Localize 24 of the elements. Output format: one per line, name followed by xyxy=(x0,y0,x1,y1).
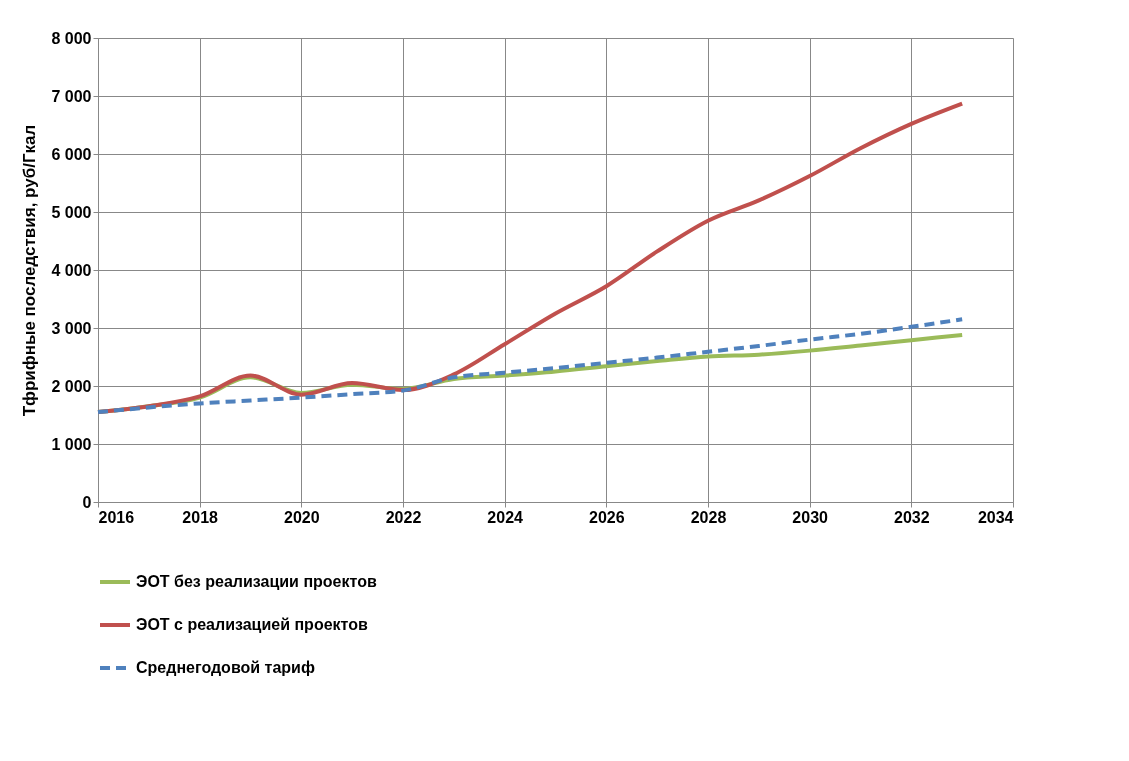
y-tick-label: 6 000 xyxy=(51,145,92,163)
x-tick-label: 2020 xyxy=(284,508,320,526)
y-tick-label: 7 000 xyxy=(51,87,92,105)
x-tick-label: 2028 xyxy=(690,508,727,526)
legend-label: Среднегодовой тариф xyxy=(136,659,315,676)
y-tick-label: 4 000 xyxy=(51,261,92,279)
line-series xyxy=(96,317,965,415)
x-tick-label: 2024 xyxy=(487,508,524,526)
y-tick-label: 0 xyxy=(82,493,92,511)
y-tick-label: 2 000 xyxy=(51,377,92,395)
legend-label: ЭОТ с реализацией проектов xyxy=(136,616,368,633)
x-tick-label: 2016 xyxy=(98,508,135,526)
x-tick-label: 2026 xyxy=(589,508,625,526)
y-tick-label: 3 000 xyxy=(51,319,92,337)
x-tick-label: 2034 xyxy=(977,508,1014,526)
x-tick-label: 2032 xyxy=(894,508,930,526)
x-tick-label: 2022 xyxy=(385,508,422,526)
x-tick-label: 2018 xyxy=(182,508,219,526)
y-tick-label: 1 000 xyxy=(51,435,92,453)
y-axis-title: Тфрифные последствия, руб/Гкал xyxy=(20,124,40,417)
legend-label: ЭОТ без реализации проектов xyxy=(136,573,377,590)
y-tick-label: 8 000 xyxy=(51,29,92,47)
x-tick-label: 2030 xyxy=(792,508,829,526)
y-tick-label: 5 000 xyxy=(51,203,92,221)
